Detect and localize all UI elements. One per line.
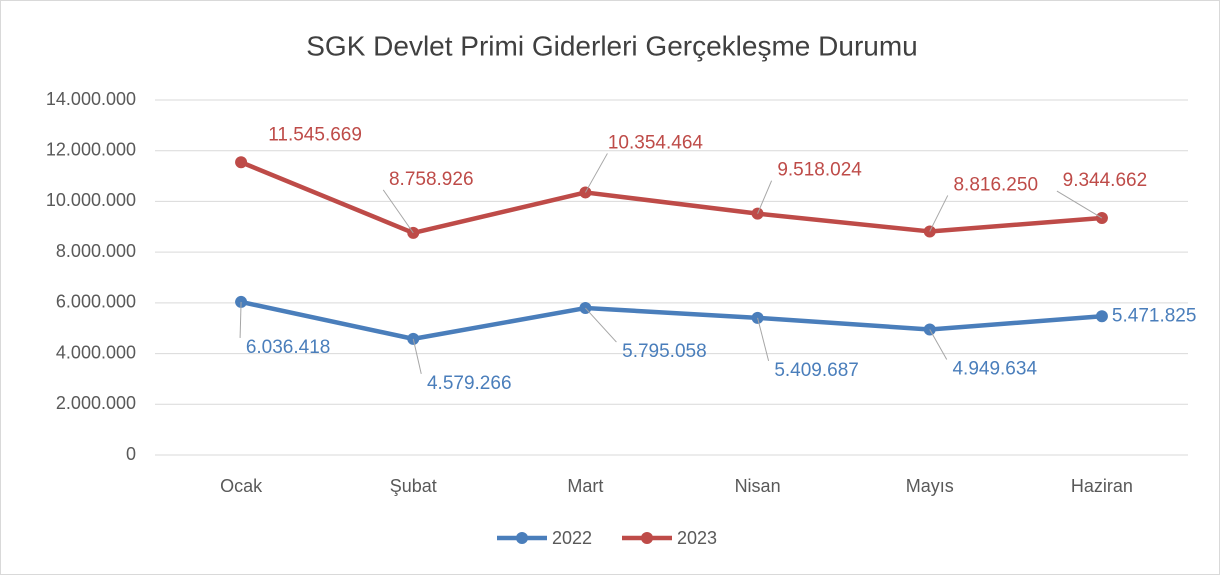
data-label: 9.518.024	[777, 160, 862, 181]
legend-label: 2022	[552, 528, 592, 548]
data-label: 10.354.464	[608, 132, 704, 153]
data-label: 4.949.634	[952, 359, 1037, 380]
y-tick-label: 6.000.000	[56, 292, 136, 312]
data-label: 8.816.250	[953, 174, 1038, 195]
legend-marker	[641, 532, 653, 544]
leader-line	[382, 189, 414, 234]
data-label: 5.409.687	[774, 360, 859, 381]
y-tick-label: 12.000.000	[46, 139, 136, 159]
data-label: 9.344.662	[1063, 170, 1148, 191]
leader-line	[412, 338, 422, 374]
legend-marker	[516, 532, 528, 544]
data-label: 4.579.266	[427, 373, 512, 394]
y-tick-label: 10.000.000	[46, 190, 136, 210]
y-tick-label: 2.000.000	[56, 393, 136, 413]
data-label: 6.036.418	[246, 337, 331, 358]
leader-line	[757, 180, 773, 214]
x-tick-label: Nisan	[735, 476, 781, 496]
y-tick-label: 4.000.000	[56, 342, 136, 362]
x-tick-label: Şubat	[390, 476, 437, 496]
leader-line	[929, 329, 948, 360]
chart-title: SGK Devlet Primi Giderleri Gerçekleşme D…	[306, 30, 918, 61]
x-tick-label: Mayıs	[906, 476, 954, 496]
x-tick-label: Haziran	[1071, 476, 1133, 496]
data-label: 11.545.669	[268, 124, 362, 145]
leader-line	[929, 195, 949, 232]
x-tick-label: Mart	[567, 476, 603, 496]
leader-line	[757, 317, 770, 361]
y-tick-label: 8.000.000	[56, 241, 136, 261]
legend-label: 2023	[677, 528, 717, 548]
y-tick-label: 14.000.000	[46, 89, 136, 109]
leader-line	[585, 307, 617, 343]
leader-line	[584, 153, 608, 193]
data-point	[235, 156, 248, 169]
data-label: 5.795.058	[622, 341, 707, 362]
data-label: 8.758.926	[389, 169, 474, 190]
series-line	[238, 159, 1105, 236]
series-line	[238, 299, 1105, 342]
leader-line	[1056, 190, 1103, 219]
data-label: 5.471.825	[1112, 305, 1197, 326]
y-tick-label: 0	[126, 444, 136, 464]
leader-line	[239, 301, 242, 338]
x-tick-label: Ocak	[220, 476, 263, 496]
data-point	[1095, 310, 1108, 323]
